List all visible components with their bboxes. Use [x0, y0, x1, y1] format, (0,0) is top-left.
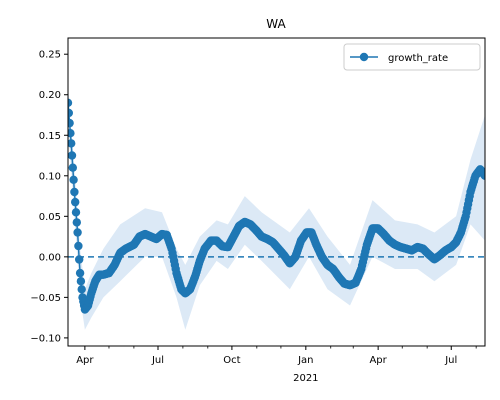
x-tick-label: Jul	[151, 355, 164, 366]
data-point	[68, 118, 74, 128]
data-point	[76, 277, 86, 286]
data-point	[74, 241, 83, 251]
data-point	[68, 129, 75, 138]
data-point	[69, 175, 78, 184]
y-tick-label: 0.25	[39, 50, 61, 61]
x-tick-label: Apr	[369, 355, 387, 366]
data-point	[75, 268, 85, 278]
axes: −0.10 −0.05 0.00 0.05 0.10 0.15 0.20 0.25 Apr Jul…	[30, 37, 486, 384]
data-point	[75, 255, 84, 264]
y-tick-label: 0.05	[39, 212, 61, 223]
legend-label: growth_rate	[388, 53, 448, 64]
data-point	[68, 163, 78, 172]
data-point	[70, 187, 79, 197]
plot-area	[68, 86, 485, 330]
y-tick-label: 0.20	[39, 90, 61, 101]
y-tick-label: 0.00	[39, 252, 61, 263]
chart-title: WA	[266, 17, 286, 31]
data-point	[71, 208, 81, 217]
data-point	[68, 151, 77, 160]
data-point	[77, 285, 86, 294]
data-point	[73, 228, 82, 237]
y-tick-label: −0.10	[30, 333, 61, 344]
legend: growth_rate	[343, 43, 481, 71]
x-tick-label: Jan	[297, 355, 313, 366]
axes-frame	[67, 37, 486, 347]
data-point	[71, 197, 80, 207]
legend-box	[343, 43, 481, 71]
data-point	[72, 218, 82, 227]
x-year-label: 2021	[293, 373, 318, 384]
data-point	[68, 108, 73, 118]
x-tick-label: Oct	[223, 355, 240, 366]
y-tick-label: 0.15	[39, 131, 61, 142]
x-tick-label: Jul	[444, 355, 457, 366]
data-point	[480, 171, 485, 180]
x-tick-label: Apr	[76, 355, 94, 366]
y-tick-label: −0.05	[30, 293, 61, 304]
data-point	[68, 98, 73, 107]
legend-marker	[359, 52, 369, 62]
plot-clipped-group	[68, 86, 485, 330]
y-tick-label: 0.10	[39, 171, 61, 182]
data-point	[68, 139, 76, 148]
